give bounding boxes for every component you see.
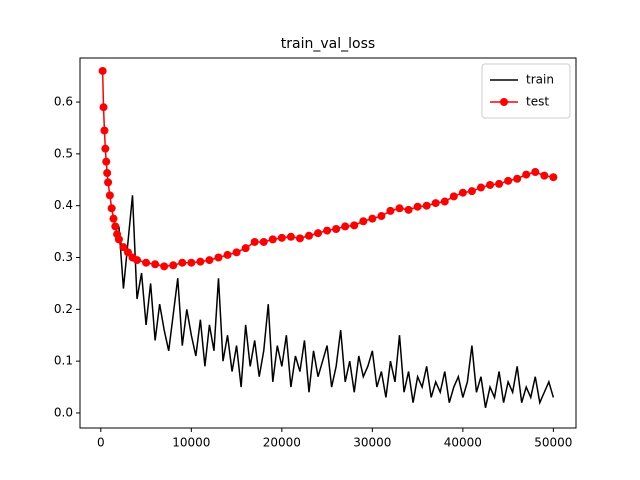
marker <box>259 237 268 246</box>
marker <box>102 157 111 166</box>
marker <box>178 258 187 267</box>
x-tick-label: 20000 <box>263 436 301 450</box>
marker <box>304 231 313 240</box>
y-tick-label: 0.3 <box>54 250 73 264</box>
marker <box>114 235 123 244</box>
x-tick-label: 30000 <box>353 436 391 450</box>
marker <box>160 262 169 271</box>
marker <box>101 144 110 153</box>
marker <box>109 214 118 223</box>
marker <box>111 222 120 231</box>
chart-title: train_val_loss <box>281 36 375 52</box>
x-tick-label: 50000 <box>534 436 572 450</box>
plot-frame <box>79 57 577 429</box>
marker <box>368 214 377 223</box>
marker <box>350 221 359 230</box>
marker <box>99 103 108 112</box>
marker <box>103 169 112 178</box>
x-tick-label: 0 <box>97 436 105 450</box>
x-tick-label: 40000 <box>444 436 482 450</box>
marker <box>486 180 495 189</box>
marker <box>286 232 295 241</box>
marker <box>105 191 114 200</box>
marker <box>504 176 513 185</box>
marker <box>540 171 549 180</box>
marker <box>513 174 522 183</box>
marker <box>250 237 259 246</box>
marker <box>495 179 504 188</box>
marker <box>169 261 178 270</box>
y-tick-label: 0.2 <box>54 302 73 316</box>
y-tick-label: 0.1 <box>54 354 73 368</box>
marker <box>549 173 558 182</box>
marker <box>133 256 142 265</box>
marker <box>404 205 413 214</box>
marker <box>104 178 113 187</box>
marker <box>142 258 151 267</box>
y-tick-label: 0.0 <box>54 405 73 419</box>
marker <box>214 253 223 262</box>
legend-marker <box>500 98 508 106</box>
marker <box>341 222 350 231</box>
marker <box>395 204 404 213</box>
marker <box>476 183 485 192</box>
marker <box>223 250 232 259</box>
marker <box>107 204 116 213</box>
marker <box>151 260 160 269</box>
marker <box>377 212 386 221</box>
marker <box>277 233 286 242</box>
marker <box>295 234 304 243</box>
marker <box>187 258 196 267</box>
marker <box>332 225 341 234</box>
marker <box>196 257 205 266</box>
marker <box>467 187 476 196</box>
marker <box>422 201 431 210</box>
y-tick-label: 0.6 <box>54 95 73 109</box>
marker <box>100 126 109 135</box>
x-tick-label: 10000 <box>172 436 210 450</box>
marker <box>314 229 323 238</box>
marker <box>449 192 458 201</box>
marker <box>386 206 395 215</box>
marker <box>232 248 241 257</box>
marker <box>413 202 422 211</box>
marker <box>268 235 277 244</box>
marker <box>123 248 132 257</box>
marker <box>241 244 250 253</box>
marker <box>323 226 332 235</box>
legend-label: test <box>526 95 549 109</box>
y-tick-label: 0.4 <box>54 198 73 212</box>
marker <box>458 188 467 197</box>
marker <box>431 199 440 208</box>
legend: train test <box>481 63 571 119</box>
marker <box>98 66 107 75</box>
marker <box>522 170 531 179</box>
marker <box>359 217 368 226</box>
y-tick-label: 0.5 <box>54 146 73 160</box>
marker <box>205 256 214 265</box>
marker <box>531 168 540 177</box>
marker <box>440 197 449 206</box>
legend-label: train <box>526 73 554 87</box>
series-line <box>118 195 555 408</box>
marker <box>119 243 128 252</box>
